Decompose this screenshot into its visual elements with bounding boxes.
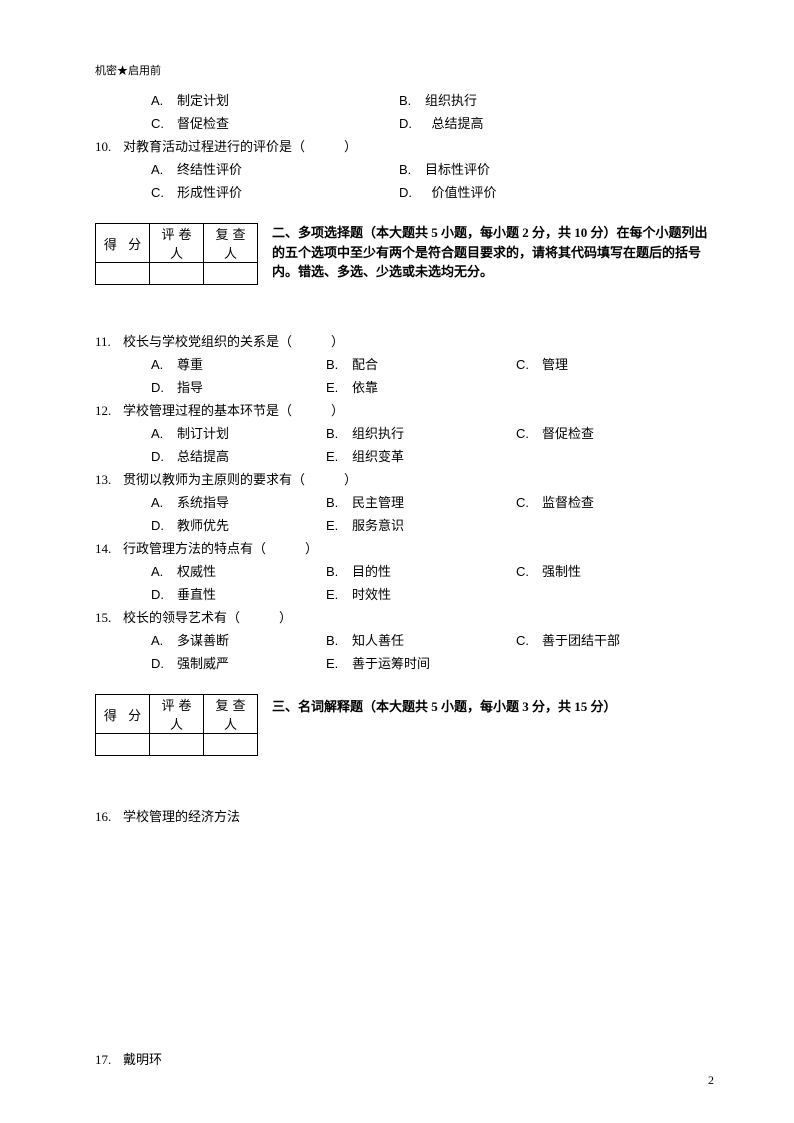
q15-option-c: C.善于团结干部 <box>516 630 709 649</box>
option-a: A.制定计划 <box>151 90 399 109</box>
question-12: 12.学校管理过程的基本环节是（ ） <box>95 400 709 419</box>
q10-option-b: B.目标性评价 <box>399 159 709 178</box>
score-table: 得 分 评卷人 复查人 <box>95 223 258 285</box>
reviewer-cell <box>204 263 258 285</box>
page-number: 2 <box>708 1073 714 1088</box>
question-17: 17.戴明环 <box>95 1049 709 1068</box>
q11-option-b: B.配合 <box>326 354 516 373</box>
question-14: 14.行政管理方法的特点有（ ） <box>95 538 709 557</box>
q11-option-e: E.依靠 <box>326 377 516 396</box>
q13-option-b: B.民主管理 <box>326 492 516 511</box>
q14-option-a: A.权威性 <box>151 561 326 580</box>
option-b: B.组织执行 <box>399 90 709 109</box>
question-15: 15.校长的领导艺术有（ ） <box>95 607 709 626</box>
section-2-title: 二、多项选择题（本大题共 5 小题，每小题 2 分，共 10 分）在每个小题列出… <box>272 223 709 282</box>
section-2-header: 得 分 评卷人 复查人 二、多项选择题（本大题共 5 小题，每小题 2 分，共 … <box>95 223 709 285</box>
score-header-score: 得 分 <box>96 695 150 734</box>
q13-option-e: E.服务意识 <box>326 515 516 534</box>
score-header-grader: 评卷人 <box>150 224 204 263</box>
q14-option-b: B.目的性 <box>326 561 516 580</box>
section-3-header: 得 分 评卷人 复查人 三、名词解释题（本大题共 5 小题，每小题 3 分，共 … <box>95 694 709 756</box>
question-11: 11.校长与学校党组织的关系是（ ） <box>95 331 709 350</box>
q12-option-a: A.制订计划 <box>151 423 326 442</box>
q15-option-b: B.知人善任 <box>326 630 516 649</box>
q11-option-c: C.管理 <box>516 354 709 373</box>
question-10: 10.对教育活动过程进行的评价是（ ） <box>95 136 709 155</box>
confidential-label: 机密★启用前 <box>95 62 161 78</box>
grader-cell <box>150 263 204 285</box>
q11-option-a: A.尊重 <box>151 354 326 373</box>
q13-option-a: A.系统指导 <box>151 492 326 511</box>
score-header-reviewer: 复查人 <box>204 224 258 263</box>
question-13: 13.贯彻以教师为主原则的要求有（ ） <box>95 469 709 488</box>
q10-option-d: D. 价值性评价 <box>399 182 709 201</box>
q12-option-e: E.组织变革 <box>326 446 516 465</box>
q12-option-c: C.督促检查 <box>516 423 709 442</box>
q13-option-c: C.监督检查 <box>516 492 709 511</box>
q15-option-e: E.善于运筹时间 <box>326 653 516 672</box>
q14-option-e: E.时效性 <box>326 584 516 603</box>
score-cell <box>96 734 150 756</box>
score-header-grader: 评卷人 <box>150 695 204 734</box>
q12-option-b: B.组织执行 <box>326 423 516 442</box>
question-16: 16.学校管理的经济方法 <box>95 806 709 825</box>
q10-option-a: A.终结性评价 <box>151 159 399 178</box>
q14-option-c: C.强制性 <box>516 561 709 580</box>
q15-option-d: D.强制威严 <box>151 653 326 672</box>
document-body: A.制定计划 B.组织执行 C.督促检查 D. 总结提高 10.对教育活动过程进… <box>95 90 709 1068</box>
q11-option-d: D.指导 <box>151 377 326 396</box>
section-3-title: 三、名词解释题（本大题共 5 小题，每小题 3 分，共 15 分） <box>272 694 709 717</box>
score-table-2: 得 分 评卷人 复查人 <box>95 694 258 756</box>
q10-option-c: C.形成性评价 <box>151 182 399 201</box>
score-header-reviewer: 复查人 <box>204 695 258 734</box>
reviewer-cell <box>204 734 258 756</box>
q15-option-a: A.多谋善断 <box>151 630 326 649</box>
grader-cell <box>150 734 204 756</box>
q12-option-d: D.总结提高 <box>151 446 326 465</box>
score-cell <box>96 263 150 285</box>
option-c: C.督促检查 <box>151 113 399 132</box>
score-header-score: 得 分 <box>96 224 150 263</box>
q13-option-d: D.教师优先 <box>151 515 326 534</box>
option-d: D. 总结提高 <box>399 113 709 132</box>
q14-option-d: D.垂直性 <box>151 584 326 603</box>
